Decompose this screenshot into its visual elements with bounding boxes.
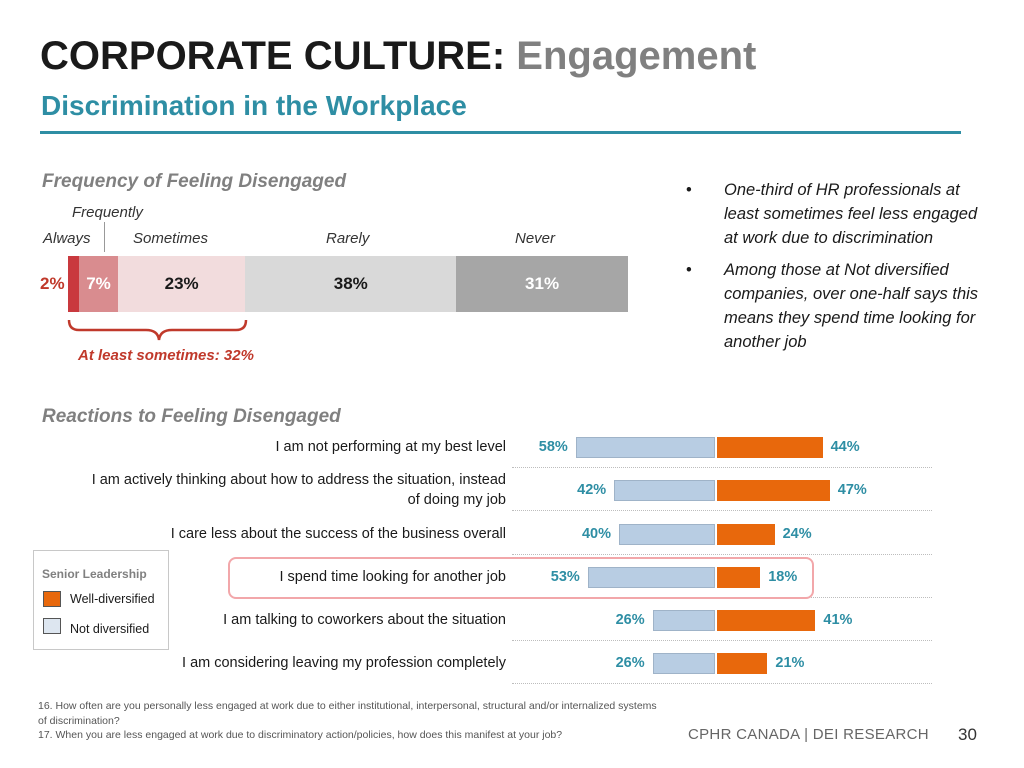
legend-title: Senior Leadership <box>42 567 147 581</box>
bar-not-diversified <box>619 523 715 545</box>
finding-item: • One-third of HR professionals at least… <box>686 178 986 250</box>
frequency-section-title: Frequency of Feeling Disengaged <box>42 171 347 192</box>
key-findings: • One-third of HR professionals at least… <box>686 178 986 362</box>
bar-not-diversified <box>652 652 715 674</box>
header-divider <box>40 131 961 134</box>
value-not-diversified: 58% <box>538 439 568 455</box>
bar-not-diversified <box>614 479 715 501</box>
frequently-pointer-line <box>104 222 105 252</box>
frequency-value-label: 2% <box>40 274 65 293</box>
row-separator <box>512 640 932 641</box>
value-not-diversified: 26% <box>615 612 645 628</box>
row-separator <box>512 683 932 684</box>
label-frequently: Frequently <box>72 204 143 221</box>
row-separator <box>512 510 932 511</box>
bullet-icon: • <box>686 261 692 279</box>
frequency-value-label: 31% <box>525 274 560 293</box>
frequency-segment <box>117 256 246 312</box>
bar-well-diversified <box>717 523 775 545</box>
value-well-diversified: 21% <box>775 655 805 671</box>
bar-not-diversified <box>587 566 715 588</box>
reaction-label: I am considering leaving my profession c… <box>182 655 506 671</box>
legend-label-well: Well-diversified <box>70 592 155 606</box>
frequency-value-label: 7% <box>86 274 111 293</box>
value-well-diversified: 44% <box>830 439 860 455</box>
frequency-segment <box>68 256 80 312</box>
finding-text: Among those at Not diversified companies… <box>724 261 979 351</box>
title-accent: Engagement <box>516 34 757 78</box>
value-not-diversified: 42% <box>577 482 607 498</box>
bar-well-diversified <box>717 436 823 458</box>
row-separator <box>512 554 932 555</box>
value-well-diversified: 18% <box>768 569 798 585</box>
bar-well-diversified <box>717 609 816 631</box>
frequency-value-label: 23% <box>164 274 199 293</box>
reaction-label: I care less about the success of the bus… <box>170 526 506 542</box>
legend-label-not: Not diversified <box>70 622 150 636</box>
frequency-segment <box>245 256 457 312</box>
row-separator <box>512 467 932 468</box>
bullet-icon: • <box>686 181 692 199</box>
bar-well-diversified <box>717 566 761 588</box>
value-well-diversified: 24% <box>782 526 812 542</box>
value-well-diversified: 41% <box>823 612 853 628</box>
footnote-q16: 16. How often are you personally less en… <box>38 700 657 727</box>
legend-swatch-well <box>43 591 61 607</box>
reaction-label: I spend time looking for another job <box>279 569 507 585</box>
label-always: Always <box>43 230 91 247</box>
title-main: CORPORATE CULTURE: <box>40 34 506 78</box>
label-rarely: Rarely <box>326 230 370 247</box>
finding-text: One-third of HR professionals at least s… <box>724 181 978 247</box>
frequency-segment <box>79 256 118 312</box>
bar-well-diversified <box>717 652 768 674</box>
page-subtitle: Discrimination in the Workplace <box>41 90 467 121</box>
value-not-diversified: 53% <box>550 569 580 585</box>
bar-not-diversified <box>575 436 715 458</box>
reaction-label: I am talking to coworkers about the situ… <box>223 612 506 628</box>
footer-brand: CPHR CANADA | DEI RESEARCH <box>688 726 929 743</box>
reaction-label: I am actively thinking about how to addr… <box>91 472 506 508</box>
finding-item: • Among those at Not diversified compani… <box>686 258 986 354</box>
footnotes: 16. How often are you personally less en… <box>38 699 658 743</box>
label-never: Never <box>515 230 556 247</box>
value-not-diversified: 26% <box>615 655 645 671</box>
value-well-diversified: 47% <box>837 482 867 498</box>
frequency-segment <box>456 256 628 312</box>
frequency-value-label: 38% <box>333 274 368 293</box>
value-not-diversified: 40% <box>581 526 611 542</box>
brace-icon <box>67 319 248 341</box>
footnote-q17: 17. When you are less engaged at work du… <box>38 729 563 741</box>
highlight-box <box>228 557 814 599</box>
reactions-section-title: Reactions to Feeling Disengaged <box>42 406 341 427</box>
page-title: CORPORATE CULTURE: Engagement <box>40 28 756 84</box>
brace-caption: At least sometimes: 32% <box>78 347 254 364</box>
label-sometimes: Sometimes <box>133 230 209 247</box>
reaction-label: I am not performing at my best level <box>275 439 507 455</box>
bar-not-diversified <box>652 609 715 631</box>
legend-swatch-not <box>43 618 61 634</box>
bar-well-diversified <box>717 479 830 501</box>
page-number: 30 <box>958 725 977 744</box>
